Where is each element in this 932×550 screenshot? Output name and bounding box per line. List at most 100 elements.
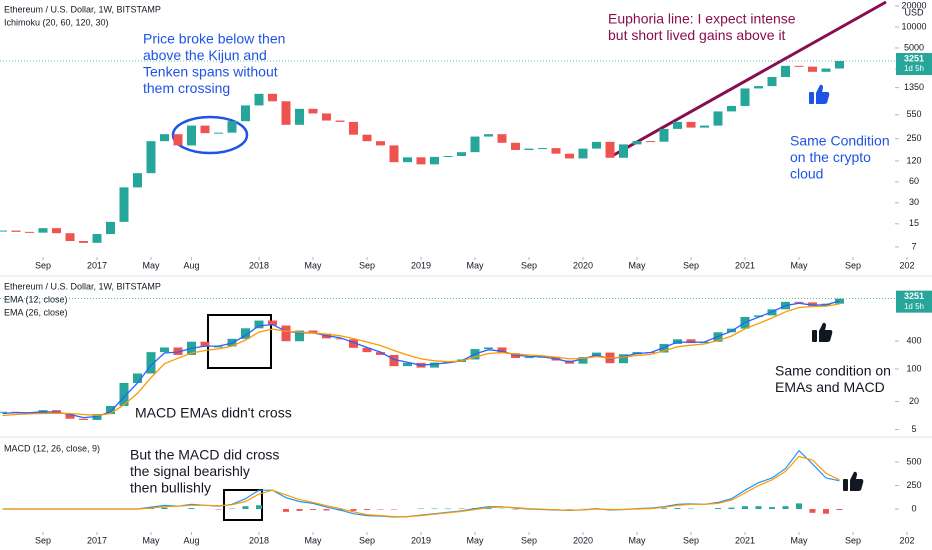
price-tag-countdown: 1d 5h xyxy=(904,64,924,73)
candle xyxy=(551,148,561,154)
annotation: Euphoria line: I expect intense xyxy=(608,11,796,27)
price-tag xyxy=(896,290,932,313)
histogram-bar xyxy=(661,508,667,510)
annotation: the signal bearishly xyxy=(130,463,250,479)
x-tick-label: Sep xyxy=(521,260,537,270)
candle xyxy=(241,328,250,339)
candle xyxy=(160,347,169,353)
y-tick-label: 500 xyxy=(906,456,921,466)
y-tick-label: 20 xyxy=(909,396,919,406)
x-tick-label: 2021 xyxy=(735,260,755,270)
x-tick-label: 202 xyxy=(899,535,914,545)
candle xyxy=(254,93,264,106)
histogram-bar xyxy=(256,505,262,510)
y-tick-label: 550 xyxy=(906,109,921,119)
candle xyxy=(808,66,817,72)
candle xyxy=(79,418,88,420)
candle xyxy=(268,320,277,326)
candle xyxy=(754,86,763,89)
x-tick-label: 2018 xyxy=(249,535,269,545)
y-tick-label: 0 xyxy=(911,503,916,513)
y-tick-label: 1350 xyxy=(904,82,924,92)
x-tick-label: Sep xyxy=(683,260,699,270)
candle xyxy=(416,157,426,165)
axis-unit: USD xyxy=(904,7,924,17)
x-tick-label: 2019 xyxy=(411,535,431,545)
x-tick-label: Sep xyxy=(521,535,537,545)
candle xyxy=(443,155,453,157)
candle xyxy=(335,338,345,340)
candle xyxy=(281,101,291,125)
candle xyxy=(173,134,183,146)
legend-entry: EMA (26, close) xyxy=(4,307,68,317)
candle xyxy=(821,68,831,72)
ema-line xyxy=(2,303,840,417)
candle xyxy=(592,141,601,149)
candle xyxy=(146,352,156,374)
candle xyxy=(794,301,804,303)
candle xyxy=(106,405,115,415)
candle xyxy=(133,373,142,383)
candle xyxy=(362,347,372,353)
candle xyxy=(133,173,142,188)
candle xyxy=(457,152,466,156)
annotation: on the crypto xyxy=(790,149,871,165)
annotation: Same condition on xyxy=(775,363,891,379)
x-tick-label: May xyxy=(142,535,160,545)
candle xyxy=(538,148,547,150)
candle xyxy=(52,228,61,234)
histogram-bar xyxy=(310,509,316,510)
price-tag-value: 3251 xyxy=(904,291,924,301)
annotation: But the MACD did cross xyxy=(130,447,279,463)
candle xyxy=(25,231,34,233)
y-tick-label: 20000 xyxy=(901,0,926,10)
candle xyxy=(646,141,655,143)
candle xyxy=(349,339,358,348)
x-tick-label: 2021 xyxy=(735,535,755,545)
x-tick-label: Sep xyxy=(35,260,51,270)
candle xyxy=(835,61,844,69)
y-tick-label: 250 xyxy=(906,133,921,143)
histogram-bar xyxy=(809,509,816,513)
histogram-bar xyxy=(742,506,748,510)
price-tag xyxy=(896,53,932,76)
x-tick-label: May xyxy=(304,260,322,270)
histogram-bar xyxy=(188,508,195,510)
x-tick-label: 2019 xyxy=(411,260,431,270)
candle xyxy=(65,233,75,242)
candle xyxy=(605,141,615,158)
y-tick-label: 400 xyxy=(906,335,921,345)
candle xyxy=(214,132,223,134)
histogram-bar xyxy=(161,507,168,510)
candle xyxy=(173,347,183,355)
thumbs-up-icon xyxy=(843,471,864,491)
indicator-label: Ichimoku (20, 60, 120, 30) xyxy=(4,17,109,27)
x-tick-label: 202 xyxy=(899,260,914,270)
pane-title: Ethereum / U.S. Dollar, 1W, BITSTAMP xyxy=(4,281,161,291)
histogram-bar xyxy=(674,508,681,510)
histogram-bar xyxy=(836,509,843,510)
candle xyxy=(38,228,48,233)
candle xyxy=(781,65,790,77)
candle xyxy=(430,362,439,368)
price-tag-value: 3251 xyxy=(904,53,924,63)
histogram-bar xyxy=(823,509,829,514)
candle xyxy=(349,121,358,135)
y-tick-label: 5000 xyxy=(904,42,924,52)
x-tick-label: Aug xyxy=(183,260,199,270)
histogram-bar xyxy=(728,507,735,510)
candle xyxy=(578,357,588,364)
x-tick-label: 2018 xyxy=(249,260,269,270)
x-tick-label: May xyxy=(142,260,160,270)
annotation: EMAs and MACD xyxy=(775,379,885,395)
candle xyxy=(740,88,750,106)
x-tick-label: Sep xyxy=(683,535,699,545)
x-tick-label: May xyxy=(790,535,808,545)
histogram-bar xyxy=(769,507,775,510)
legend-entry: EMA (12, close) xyxy=(4,294,68,304)
candle xyxy=(754,315,763,317)
candle xyxy=(484,134,493,137)
annotation: MACD EMAs didn't cross xyxy=(135,405,292,421)
x-tick-label: May xyxy=(466,260,484,270)
